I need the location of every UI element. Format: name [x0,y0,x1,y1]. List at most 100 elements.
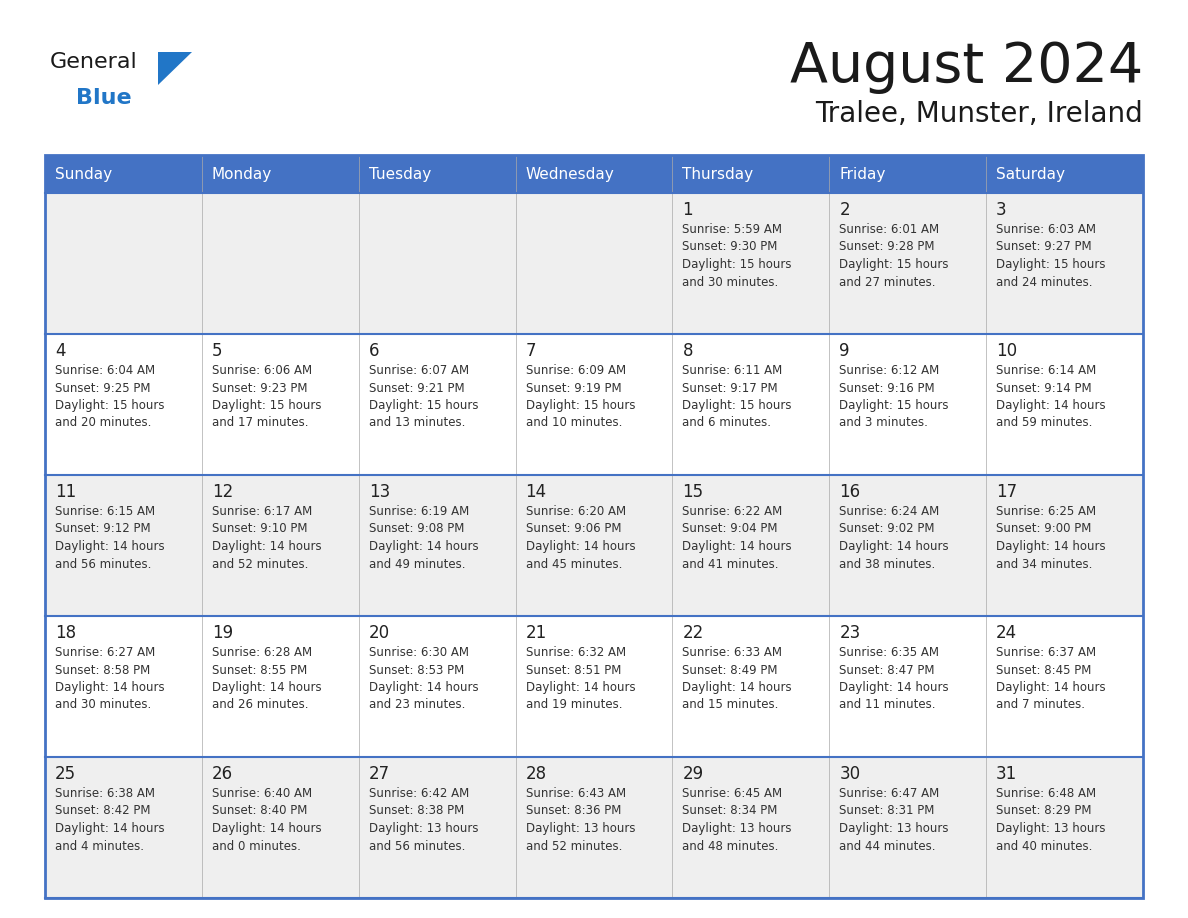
Bar [359,757,516,898]
Text: Sunrise: 6:48 AM
Sunset: 8:29 PM
Daylight: 13 hours
and 40 minutes.: Sunrise: 6:48 AM Sunset: 8:29 PM Dayligh… [997,787,1106,853]
Text: Sunrise: 6:42 AM
Sunset: 8:38 PM
Daylight: 13 hours
and 56 minutes.: Sunrise: 6:42 AM Sunset: 8:38 PM Dayligh… [368,787,479,853]
Text: Monday: Monday [211,166,272,182]
Bar [202,616,359,757]
Bar [359,475,516,616]
Text: 5: 5 [211,342,222,360]
Text: Blue: Blue [76,88,132,108]
Text: Tralee, Munster, Ireland: Tralee, Munster, Ireland [815,100,1143,128]
Text: 4: 4 [55,342,65,360]
Bar [829,475,986,616]
Text: 8: 8 [682,342,693,360]
Text: Sunrise: 6:04 AM
Sunset: 9:25 PM
Daylight: 15 hours
and 20 minutes.: Sunrise: 6:04 AM Sunset: 9:25 PM Dayligh… [55,364,164,430]
Text: 13: 13 [368,483,390,501]
Text: 27: 27 [368,765,390,783]
Bar [672,193,829,334]
Text: Wednesday: Wednesday [525,166,614,182]
Text: Sunday: Sunday [55,166,112,182]
Text: August 2024: August 2024 [790,40,1143,94]
Text: 20: 20 [368,624,390,642]
Bar [829,334,986,475]
Text: 19: 19 [211,624,233,642]
Bar [516,616,672,757]
Text: Sunrise: 6:40 AM
Sunset: 8:40 PM
Daylight: 14 hours
and 0 minutes.: Sunrise: 6:40 AM Sunset: 8:40 PM Dayligh… [211,787,322,853]
Text: 31: 31 [997,765,1017,783]
Bar [829,757,986,898]
Text: 21: 21 [525,624,546,642]
Text: 25: 25 [55,765,76,783]
Bar [672,475,829,616]
Text: 18: 18 [55,624,76,642]
Text: Sunrise: 6:03 AM
Sunset: 9:27 PM
Daylight: 15 hours
and 24 minutes.: Sunrise: 6:03 AM Sunset: 9:27 PM Dayligh… [997,223,1106,288]
Text: Saturday: Saturday [997,166,1066,182]
Bar [359,193,516,334]
Bar [986,334,1143,475]
Text: Sunrise: 6:35 AM
Sunset: 8:47 PM
Daylight: 14 hours
and 11 minutes.: Sunrise: 6:35 AM Sunset: 8:47 PM Dayligh… [839,646,949,711]
Text: General: General [50,52,138,72]
Text: Sunrise: 6:20 AM
Sunset: 9:06 PM
Daylight: 14 hours
and 45 minutes.: Sunrise: 6:20 AM Sunset: 9:06 PM Dayligh… [525,505,636,570]
Text: 6: 6 [368,342,379,360]
Bar [359,155,516,193]
Text: 24: 24 [997,624,1017,642]
Bar [672,334,829,475]
Text: Friday: Friday [839,166,886,182]
Text: Sunrise: 6:45 AM
Sunset: 8:34 PM
Daylight: 13 hours
and 48 minutes.: Sunrise: 6:45 AM Sunset: 8:34 PM Dayligh… [682,787,792,853]
Text: 10: 10 [997,342,1017,360]
Bar [202,193,359,334]
Text: 9: 9 [839,342,849,360]
Text: 3: 3 [997,201,1006,219]
Text: Sunrise: 6:15 AM
Sunset: 9:12 PM
Daylight: 14 hours
and 56 minutes.: Sunrise: 6:15 AM Sunset: 9:12 PM Dayligh… [55,505,165,570]
Bar [986,193,1143,334]
Bar [986,757,1143,898]
Text: 7: 7 [525,342,536,360]
Bar [986,475,1143,616]
Text: Sunrise: 5:59 AM
Sunset: 9:30 PM
Daylight: 15 hours
and 30 minutes.: Sunrise: 5:59 AM Sunset: 9:30 PM Dayligh… [682,223,792,288]
Bar [45,475,202,616]
Bar [829,155,986,193]
Bar [516,193,672,334]
Text: 11: 11 [55,483,76,501]
Text: Sunrise: 6:12 AM
Sunset: 9:16 PM
Daylight: 15 hours
and 3 minutes.: Sunrise: 6:12 AM Sunset: 9:16 PM Dayligh… [839,364,949,430]
Text: Sunrise: 6:43 AM
Sunset: 8:36 PM
Daylight: 13 hours
and 52 minutes.: Sunrise: 6:43 AM Sunset: 8:36 PM Dayligh… [525,787,636,853]
Text: 16: 16 [839,483,860,501]
Bar [202,757,359,898]
Bar [359,334,516,475]
Text: Sunrise: 6:07 AM
Sunset: 9:21 PM
Daylight: 15 hours
and 13 minutes.: Sunrise: 6:07 AM Sunset: 9:21 PM Dayligh… [368,364,479,430]
Bar [829,616,986,757]
Text: Sunrise: 6:30 AM
Sunset: 8:53 PM
Daylight: 14 hours
and 23 minutes.: Sunrise: 6:30 AM Sunset: 8:53 PM Dayligh… [368,646,479,711]
Text: 26: 26 [211,765,233,783]
Text: 12: 12 [211,483,233,501]
Bar [986,616,1143,757]
Bar [516,155,672,193]
Text: Sunrise: 6:27 AM
Sunset: 8:58 PM
Daylight: 14 hours
and 30 minutes.: Sunrise: 6:27 AM Sunset: 8:58 PM Dayligh… [55,646,165,711]
Text: Sunrise: 6:17 AM
Sunset: 9:10 PM
Daylight: 14 hours
and 52 minutes.: Sunrise: 6:17 AM Sunset: 9:10 PM Dayligh… [211,505,322,570]
Bar [516,475,672,616]
Text: Sunrise: 6:28 AM
Sunset: 8:55 PM
Daylight: 14 hours
and 26 minutes.: Sunrise: 6:28 AM Sunset: 8:55 PM Dayligh… [211,646,322,711]
Text: Sunrise: 6:24 AM
Sunset: 9:02 PM
Daylight: 14 hours
and 38 minutes.: Sunrise: 6:24 AM Sunset: 9:02 PM Dayligh… [839,505,949,570]
Text: 22: 22 [682,624,703,642]
Text: 29: 29 [682,765,703,783]
Text: Sunrise: 6:33 AM
Sunset: 8:49 PM
Daylight: 14 hours
and 15 minutes.: Sunrise: 6:33 AM Sunset: 8:49 PM Dayligh… [682,646,792,711]
Bar [986,155,1143,193]
Bar [45,616,202,757]
Bar [45,155,1143,898]
Bar [672,616,829,757]
Text: 1: 1 [682,201,693,219]
Text: 28: 28 [525,765,546,783]
Bar [45,193,202,334]
Text: 30: 30 [839,765,860,783]
Bar [202,475,359,616]
Bar [202,155,359,193]
Text: Sunrise: 6:06 AM
Sunset: 9:23 PM
Daylight: 15 hours
and 17 minutes.: Sunrise: 6:06 AM Sunset: 9:23 PM Dayligh… [211,364,322,430]
Text: 15: 15 [682,483,703,501]
Bar [516,334,672,475]
Text: Sunrise: 6:22 AM
Sunset: 9:04 PM
Daylight: 14 hours
and 41 minutes.: Sunrise: 6:22 AM Sunset: 9:04 PM Dayligh… [682,505,792,570]
Bar [672,155,829,193]
Bar [516,757,672,898]
Text: 2: 2 [839,201,849,219]
Text: Sunrise: 6:47 AM
Sunset: 8:31 PM
Daylight: 13 hours
and 44 minutes.: Sunrise: 6:47 AM Sunset: 8:31 PM Dayligh… [839,787,949,853]
Text: Sunrise: 6:37 AM
Sunset: 8:45 PM
Daylight: 14 hours
and 7 minutes.: Sunrise: 6:37 AM Sunset: 8:45 PM Dayligh… [997,646,1106,711]
Bar [672,757,829,898]
Text: Tuesday: Tuesday [368,166,431,182]
Text: Thursday: Thursday [682,166,753,182]
Text: Sunrise: 6:14 AM
Sunset: 9:14 PM
Daylight: 14 hours
and 59 minutes.: Sunrise: 6:14 AM Sunset: 9:14 PM Dayligh… [997,364,1106,430]
